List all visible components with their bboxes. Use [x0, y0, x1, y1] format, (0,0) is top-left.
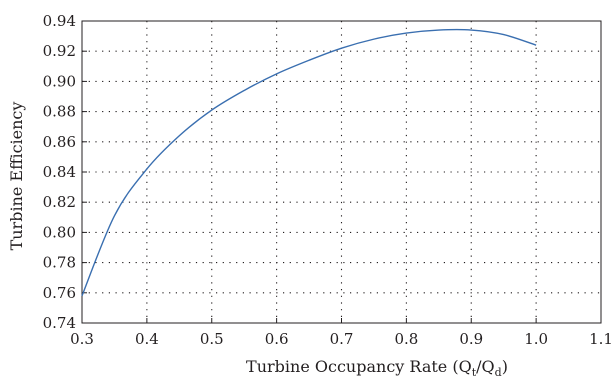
y-tick-label-8: 0.90	[43, 72, 76, 90]
efficiency-series-line-0	[81, 28, 537, 297]
series-layer	[81, 28, 537, 297]
y-tick-label-2: 0.78	[43, 254, 76, 272]
x-tick-label-4: 0.7	[330, 330, 354, 348]
x-tick-label-0: 0.3	[70, 330, 94, 348]
y-tick-label-3: 0.80	[43, 223, 76, 241]
x-axis-title-sub-d: d	[495, 366, 502, 379]
x-tick-label-7: 1.0	[524, 330, 548, 348]
x-tick-label-8: 1.1	[589, 330, 611, 348]
x-tick-label-6: 0.9	[459, 330, 483, 348]
x-axis-title-mid: /Q	[476, 357, 495, 376]
x-axis-title-sub-t: t	[472, 366, 477, 379]
x-tick-label-1: 0.4	[135, 330, 159, 348]
plot-frame	[81, 20, 602, 324]
y-tick-label-1: 0.76	[43, 284, 76, 302]
x-tick-labels: 0.3 0.4 0.5 0.6 0.7 0.8 0.9 1.0 1.1	[70, 330, 611, 348]
x-axis-title-end: )	[502, 357, 508, 376]
y-tick-label-9: 0.92	[43, 42, 76, 60]
y-tick-label-6: 0.86	[43, 133, 76, 151]
y-axis-title: Turbine Efficiency	[7, 102, 26, 251]
x-axis-title-main: Turbine Occupancy Rate (Q	[246, 357, 472, 376]
x-tick-label-2: 0.5	[200, 330, 224, 348]
y-tick-label-7: 0.88	[43, 103, 76, 121]
y-tick-label-10: 0.94	[43, 12, 76, 30]
grid-lines	[82, 21, 601, 323]
x-tick-label-5: 0.8	[394, 330, 418, 348]
y-tick-label-0: 0.74	[43, 314, 76, 332]
x-tick-label-3: 0.6	[265, 330, 289, 348]
y-tick-label-5: 0.84	[43, 163, 76, 181]
y-tick-labels: 0.74 0.76 0.78 0.80 0.82 0.84 0.86 0.88 0.90 0.92…	[43, 12, 76, 332]
x-axis-title: Turbine Occupancy Rate (Qt/Qd)	[246, 357, 508, 379]
y-tick-label-4: 0.82	[43, 193, 76, 211]
plot-border	[81, 20, 602, 324]
